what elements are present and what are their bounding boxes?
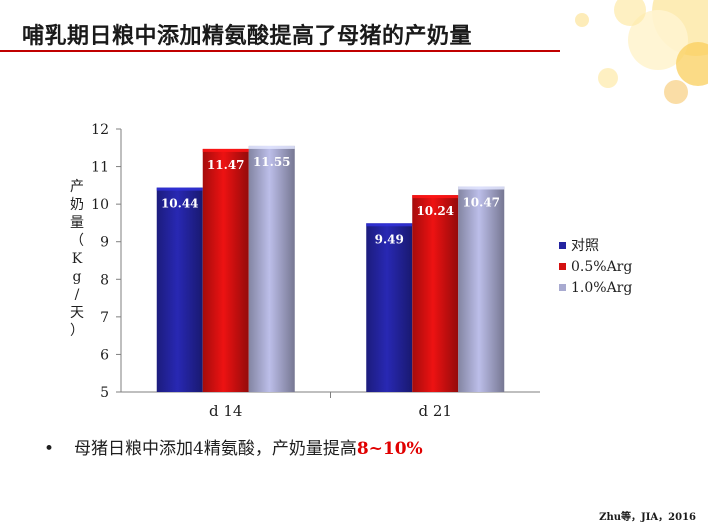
data-label: 10.24 [416,204,454,218]
bullet-text: 母猪日粮中添加4精氨酸，产奶量提高 [74,439,357,459]
bar [156,187,203,392]
bar [366,223,413,392]
y-tick-label: 6 [100,347,109,363]
bar-top-highlight [248,145,295,149]
legend-label: 对照 [571,238,599,254]
y-tick-label: 12 [91,122,109,138]
bar [412,195,459,392]
bullet-point: • 母猪日粮中添加4精氨酸，产奶量提高8~10% [44,434,423,459]
y-tick-label: 9 [100,235,109,251]
y-tick-label: 10 [91,197,109,213]
citation: Zhu等，JIA，2016 [599,512,696,523]
y-tick-label: 7 [100,310,109,326]
decorative-circles [575,0,708,104]
slide-title: 哺乳期日粮中添加精氨酸提高了母猪的产奶量 [22,23,473,49]
bar-top-highlight [156,187,203,191]
data-label: 9.49 [375,232,404,246]
bar [248,145,295,392]
legend-swatch [559,284,566,291]
y-tick-label: 8 [100,272,109,288]
bar-top-highlight [202,148,249,152]
x-tick-label: d 14 [209,402,242,420]
bullet-highlight: 8~10% [356,439,423,459]
data-label: 11.47 [207,158,245,172]
legend-swatch [559,242,566,249]
bar-top-highlight [366,223,413,227]
bar [458,186,505,392]
y-tick-label: 5 [100,385,109,401]
bar [202,148,249,392]
legend-label: 1.0%Arg [571,280,632,296]
legend-swatch [559,263,566,270]
x-tick-label: d 21 [419,402,452,420]
bar-top-highlight [412,195,459,199]
bar-top-highlight [458,186,505,190]
data-label: 10.47 [462,195,500,209]
y-tick-label: 11 [91,160,109,176]
legend-label: 0.5%Arg [571,259,632,275]
title-divider [0,50,560,52]
bullet-marker: • [44,439,55,459]
data-label: 10.44 [161,197,199,211]
data-label: 11.55 [253,155,291,169]
